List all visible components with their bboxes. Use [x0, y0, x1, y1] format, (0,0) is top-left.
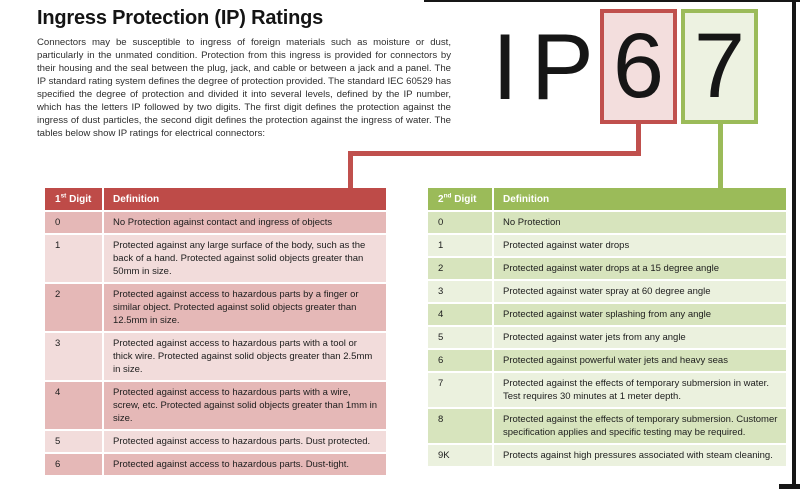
definition-cell: Protected against water splashing from a… [494, 304, 786, 325]
table-row: 0 No Protection [428, 212, 786, 233]
table-row: 4 Protected against access to hazardous … [45, 382, 386, 429]
first-digit-connector-vertical [636, 124, 641, 156]
digit-cell: 0 [45, 212, 102, 233]
second-digit-connector [718, 124, 723, 190]
digit-cell: 3 [428, 281, 492, 302]
definition-header-cell: Definition [104, 188, 386, 210]
digit-cell: 7 [428, 373, 492, 407]
digit-cell: 3 [45, 333, 102, 380]
table-row: 5 Protected against water jets from any … [428, 327, 786, 348]
definition-cell: Protected against the effects of tempora… [494, 409, 786, 443]
digit-cell: 1 [45, 235, 102, 282]
second-digit-table: 2nd Digit Definition 0 No Protection 1 P… [428, 188, 786, 468]
second-digit-box: 7 [681, 9, 758, 124]
definition-cell: Protected against water drops [494, 235, 786, 256]
digit-cell: 4 [45, 382, 102, 429]
table-row: 4 Protected against water splashing from… [428, 304, 786, 325]
digit-header-cell: 1st Digit [45, 188, 102, 210]
digit-cell: 8 [428, 409, 492, 443]
definition-header-cell: Definition [494, 188, 786, 210]
ip-letter-p: P [531, 14, 594, 119]
table-row: 2 Protected against water drops at a 15 … [428, 258, 786, 279]
definition-cell: Protected against access to hazardous pa… [104, 431, 386, 452]
digit-cell: 0 [428, 212, 492, 233]
definition-cell: Protected against water jets from any an… [494, 327, 786, 348]
definition-cell: Protected against access to hazardous pa… [104, 454, 386, 475]
definition-cell: No Protection [494, 212, 786, 233]
digit-cell: 2 [45, 284, 102, 331]
definition-cell: Protected against access to hazardous pa… [104, 333, 386, 380]
frame-right-border [792, 0, 796, 489]
digit-cell: 5 [45, 431, 102, 452]
digit-cell: 6 [428, 350, 492, 371]
table-row: 6 Protected against access to hazardous … [45, 454, 386, 475]
intro-paragraph: Connectors may be susceptible to ingress… [37, 37, 451, 139]
table-row: 3 Protected against water spray at 60 de… [428, 281, 786, 302]
table-row: 1 Protected against water drops [428, 235, 786, 256]
page-title: Ingress Protection (IP) Ratings [37, 7, 324, 29]
first-digit-box: 6 [600, 9, 677, 124]
digit-cell: 1 [428, 235, 492, 256]
definition-cell: Protected against access to hazardous pa… [104, 284, 386, 331]
table-row: 1 Protected against any large surface of… [45, 235, 386, 282]
table-row: 6 Protected against powerful water jets … [428, 350, 786, 371]
definition-cell: No Protection against contact and ingres… [104, 212, 386, 233]
definition-cell: Protected against water spray at 60 degr… [494, 281, 786, 302]
digit-cell: 6 [45, 454, 102, 475]
table-row: 5 Protected against access to hazardous … [45, 431, 386, 452]
ip-letter-i: I [492, 14, 519, 119]
digit-cell: 5 [428, 327, 492, 348]
digit-header-cell: 2nd Digit [428, 188, 492, 210]
definition-cell: Protected against any large surface of t… [104, 235, 386, 282]
table-row: 2 Protected against access to hazardous … [45, 284, 386, 331]
digit-cell: 2 [428, 258, 492, 279]
first-digit-connector-drop [348, 151, 353, 190]
table-header-row: 2nd Digit Definition [428, 188, 786, 210]
table-row: 9K Protects against high pressures assoc… [428, 445, 786, 466]
definition-cell: Protected against water drops at a 15 de… [494, 258, 786, 279]
table-row: 7 Protected against the effects of tempo… [428, 373, 786, 407]
frame-bottom-right-corner [779, 484, 800, 489]
frame-top-border [424, 0, 800, 2]
table-row: 3 Protected against access to hazardous … [45, 333, 386, 380]
definition-cell: Protects against high pressures associat… [494, 445, 786, 466]
definition-cell: Protected against access to hazardous pa… [104, 382, 386, 429]
table-header-row: 1st Digit Definition [45, 188, 386, 210]
table-row: 0 No Protection against contact and ingr… [45, 212, 386, 233]
digit-cell: 9K [428, 445, 492, 466]
digit-cell: 4 [428, 304, 492, 325]
first-digit-table: 1st Digit Definition 0 No Protection aga… [45, 188, 386, 477]
first-digit-connector-horizontal [348, 151, 641, 156]
definition-cell: Protected against the effects of tempora… [494, 373, 786, 407]
table-row: 8 Protected against the effects of tempo… [428, 409, 786, 443]
definition-cell: Protected against powerful water jets an… [494, 350, 786, 371]
